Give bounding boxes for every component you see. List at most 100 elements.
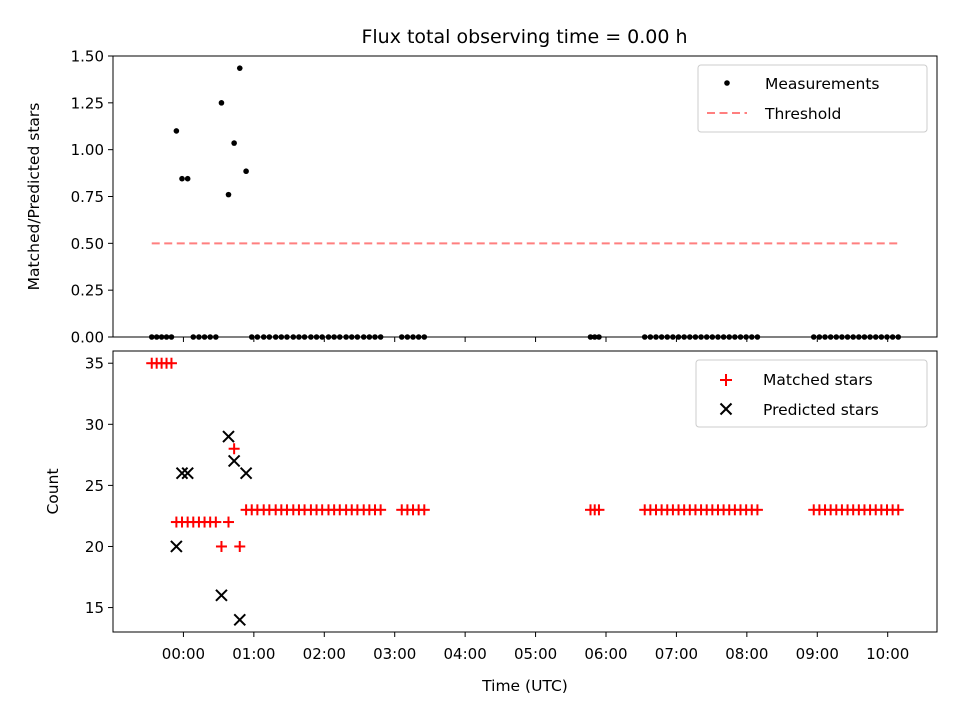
measurement-point — [348, 334, 355, 340]
measurement-point — [816, 334, 823, 340]
measurement-point — [867, 334, 873, 340]
top-legend-box — [697, 64, 928, 133]
measurement-point — [856, 334, 862, 340]
measurement-point — [664, 334, 671, 340]
measurement-point — [272, 334, 279, 340]
x-tick-label: 01:00 — [232, 645, 275, 663]
measurement-point — [421, 334, 428, 340]
measurement-point — [218, 100, 225, 106]
measurement-point — [308, 334, 314, 340]
top-y-tick-label: 1.50 — [71, 48, 104, 66]
top-y-tick-label: 1.25 — [71, 94, 104, 112]
predicted-star-point — [175, 466, 189, 480]
measurement-point — [213, 334, 219, 340]
measurement-point — [366, 334, 373, 340]
top-y-tick-label: 0.25 — [71, 282, 104, 300]
measurement-point — [225, 191, 232, 198]
x-tick-label: 08:00 — [725, 645, 768, 663]
measurement-point — [720, 334, 727, 340]
matched-star-point — [215, 540, 227, 552]
measurement-point — [748, 334, 755, 340]
measurement-point — [687, 334, 693, 340]
x-tick-label: 06:00 — [584, 645, 627, 663]
measurement-point — [596, 334, 602, 340]
chart-title: Flux total observing time = 0.00 h — [361, 26, 687, 48]
measurement-point — [243, 168, 249, 175]
measurement-point — [810, 334, 817, 340]
top-y-axis-label: Matched/Predicted stars — [25, 103, 43, 291]
top-ticks: 0.00 0.25 0.50 0.75 1.00 1.25 1.50 — [71, 48, 889, 347]
bottom-plot-frame — [112, 350, 938, 633]
measurement-point — [404, 334, 411, 340]
measurement-point — [889, 334, 896, 340]
matched-star-point — [228, 443, 240, 455]
measurement-point — [844, 334, 851, 340]
measurement-point — [653, 334, 659, 340]
bottom-panel: 15 20 25 30 35 00:00 01:00 02:00 03:00 04:00 05:00… — [44, 350, 938, 695]
top-y-tick-label: 0.75 — [71, 188, 104, 206]
bottom-y-tick-label: 25 — [85, 477, 104, 495]
measurement-point — [254, 334, 261, 340]
predicted-star-point — [222, 430, 235, 443]
bottom-legend: Matched stars Predicted stars — [695, 359, 928, 428]
measurement-point — [248, 334, 255, 340]
x-tick-label: 04:00 — [444, 645, 487, 663]
measurement-point — [207, 334, 213, 340]
x-tick-label: 07:00 — [655, 645, 698, 663]
measurement-point — [372, 334, 378, 340]
measurement-point — [184, 175, 191, 182]
bottom-ticks: 15 20 25 30 35 00:00 01:00 02:00 03:00 04:00 05:00… — [85, 355, 909, 663]
measurement-point — [737, 334, 744, 340]
matched-star-point — [375, 504, 387, 516]
measurement-point — [743, 334, 749, 340]
matched-star-point — [165, 357, 177, 369]
measurement-point — [587, 334, 594, 340]
x-tick-label: 02:00 — [303, 645, 346, 663]
measurement-point — [196, 334, 202, 340]
measurement-points — [148, 65, 902, 340]
matched-star-point — [593, 504, 605, 516]
matched-star-point — [223, 516, 235, 528]
measurement-point — [641, 334, 648, 340]
legend-predicted-label: Predicted stars — [763, 401, 879, 419]
measurement-point — [190, 334, 197, 340]
matched-star-point — [892, 504, 904, 516]
measurement-point — [173, 128, 180, 134]
predicted-star-point — [170, 540, 183, 553]
measurement-point — [647, 334, 654, 340]
bottom-y-tick-label: 35 — [85, 355, 104, 373]
measurement-point — [884, 334, 890, 340]
bottom-y-axis-label: Count — [44, 468, 62, 514]
predicted-star-point — [215, 589, 228, 602]
bottom-y-tick-label: 20 — [85, 538, 104, 556]
x-tick-label: 09:00 — [796, 645, 839, 663]
measurement-point — [319, 334, 325, 340]
measurement-point — [163, 334, 170, 340]
predicted-star-point — [233, 613, 246, 626]
matched-star-point — [751, 504, 763, 516]
measurement-point — [670, 334, 676, 340]
bottom-legend-box — [695, 359, 928, 428]
predicted-star-point — [227, 454, 241, 468]
measurement-point — [681, 334, 687, 340]
measurement-point — [591, 334, 598, 340]
measurement-point — [278, 334, 285, 340]
measurement-point — [703, 334, 710, 340]
bottom-y-tick-label: 30 — [85, 416, 104, 434]
measurement-point — [698, 334, 704, 340]
measurement-point — [296, 334, 302, 340]
measurement-point — [360, 334, 367, 340]
matched-star-point — [210, 516, 222, 528]
measurement-point — [658, 334, 665, 340]
bottom-y-tick-label: 15 — [85, 599, 104, 617]
measurement-point — [343, 334, 349, 340]
measurement-point — [692, 334, 699, 340]
measurement-point — [726, 334, 733, 340]
measurement-point — [715, 334, 721, 340]
measurement-point — [872, 334, 879, 340]
measurement-point — [850, 334, 856, 340]
legend-matched-marker — [720, 374, 732, 386]
measurement-point — [168, 334, 175, 340]
measurement-point — [266, 334, 273, 340]
measurement-point — [201, 334, 208, 340]
